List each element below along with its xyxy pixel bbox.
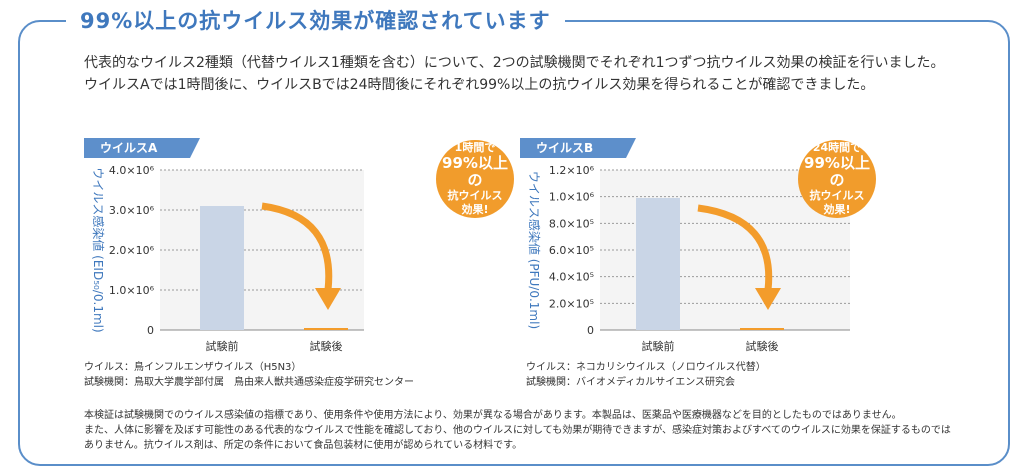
chart-a-arrow-head [315,288,341,310]
chart-b-tab: ウイルスB [520,138,636,158]
chart-b-tick-label-5: 1.0×10⁶ [549,191,595,204]
chart-a-tick-label-1: 1.0×10⁶ [109,284,155,297]
chart-a-badge-line-3: 抗ウイルス [447,189,503,202]
chart-b-badge-line-3: 抗ウイルス [809,189,865,202]
chart-a-arrow-curve [261,202,333,291]
chart-a-category-label-0: 試験前 [206,339,239,353]
chart-a-source-virus: ウイルス：鳥インフルエンザウイルス（H5N3） [84,362,302,373]
chart-b-arrow-head [755,288,781,310]
intro-line-1: 代表的なウイルス2種類（代替ウイルス1種類を含む）について、2つの試験機関でそれ… [84,55,945,71]
chart-a-badge-line-2: 99%以上の [442,154,508,189]
chart-b-badge: 24時間で 99%以上の 抗ウイルス 効果! [798,140,876,218]
chart-a-tick-label-0: 0 [147,324,154,337]
chart-b-y-axis-label: ウイルス感染値 (PFU/0.1ml) [527,171,542,329]
intro-text: 代表的なウイルス2種類（代替ウイルス1種類を含む）について、2つの試験機関でそれ… [84,52,1004,96]
footnote-line-1: 本検証は試験機関でのウイルス感染値の指標であり、使用条件や使用方法により、効果が… [84,410,902,421]
chart-virus-b: ウイルスB 0 2.0×10⁵ 4.0×10⁵ 6.0×10⁵ 8.0×10⁵ 1.0×1… [520,138,960,358]
chart-b-badge-line-1: 24時間で [812,141,862,154]
chart-a-badge: 1時間で 99%以上の 抗ウイルス 効果! [436,140,514,218]
chart-a-badge-line-4: 効果! [461,203,489,216]
chart-b-tick-label-2: 4.0×10⁵ [549,271,594,284]
footnote-line-2: また、人体に影響を及ぼす可能性のある代表的なウイルスで性能を確認しており、他のウ… [84,425,951,436]
chart-a-tab: ウイルスA [84,138,200,158]
chart-a-tick-label-3: 3.0×10⁶ [109,204,155,217]
chart-b-tick-label-6: 1.2×10⁶ [549,164,595,177]
chart-b-category-label-0: 試験前 [642,339,675,353]
chart-a-svg: 0 1.0×10⁶ 2.0×10⁶ 3.0×10⁶ 4.0×10⁶ 試験前 試験後 ウイルス感… [91,164,364,353]
page-title: 99%以上の抗ウイルス効果が確認されています [66,6,565,36]
chart-b-tick-label-3: 6.0×10⁵ [549,244,594,257]
chart-b-source: ウイルス：ネコカリシウイルス（ノロウイルス代替） 試験機関：バイオメディカルサイ… [526,360,766,390]
chart-a-bar-0 [200,206,244,330]
chart-a-tick-label-2: 2.0×10⁶ [109,244,155,257]
chart-b-source-lab: 試験機関：バイオメディカルサイエンス研究会 [526,377,735,388]
chart-a-badge-line-1: 1時間で [454,141,496,154]
chart-b-bar-0 [636,198,680,330]
chart-a-source: ウイルス：鳥インフルエンザウイルス（H5N3） 試験機関：鳥取大学農学部付属 鳥… [84,360,414,390]
chart-b-source-virus: ウイルス：ネコカリシウイルス（ノロウイルス代替） [526,362,766,373]
chart-a-tick-label-4: 4.0×10⁶ [109,164,155,177]
chart-b-svg: 0 2.0×10⁵ 4.0×10⁵ 6.0×10⁵ 8.0×10⁵ 1.0×10⁶ 1.2×… [527,164,850,353]
chart-a-source-lab: 試験機関：鳥取大学農学部付属 鳥由来人獣共通感染症疫学研究センター [84,377,414,388]
chart-a-category-label-1: 試験後 [310,339,343,353]
chart-b-badge-line-2: 99%以上の [804,154,870,189]
footnotes: 本検証は試験機関でのウイルス感染値の指標であり、使用条件や使用方法により、効果が… [84,408,984,453]
chart-b-category-label-1: 試験後 [746,339,779,353]
chart-b-badge-line-4: 効果! [823,203,851,216]
chart-a-y-axis-label: ウイルス感染値 (EID₅₀/0.1ml) [91,167,106,332]
chart-b-bar-1 [740,328,784,330]
chart-a-bar-1 [304,328,348,330]
footnote-line-3: ありません。抗ウイルス剤は、所定の条件において食品包装材に使用が認められている材… [84,440,523,451]
chart-b-tick-label-4: 8.0×10⁵ [549,217,594,230]
chart-b-tick-label-1: 2.0×10⁵ [549,297,594,310]
chart-b-arrow-curve [697,204,773,291]
chart-virus-a: ウイルスA 0 1.0×10⁶ 2.0×10⁶ 3.0×10⁶ 4.0×10⁶ 試験前 試験… [84,138,524,358]
chart-b-tick-label-0: 0 [587,324,594,337]
intro-line-2: ウイルスAでは1時間後に、ウイルスBでは24時間後にそれぞれ99%以上の抗ウイル… [84,77,875,93]
